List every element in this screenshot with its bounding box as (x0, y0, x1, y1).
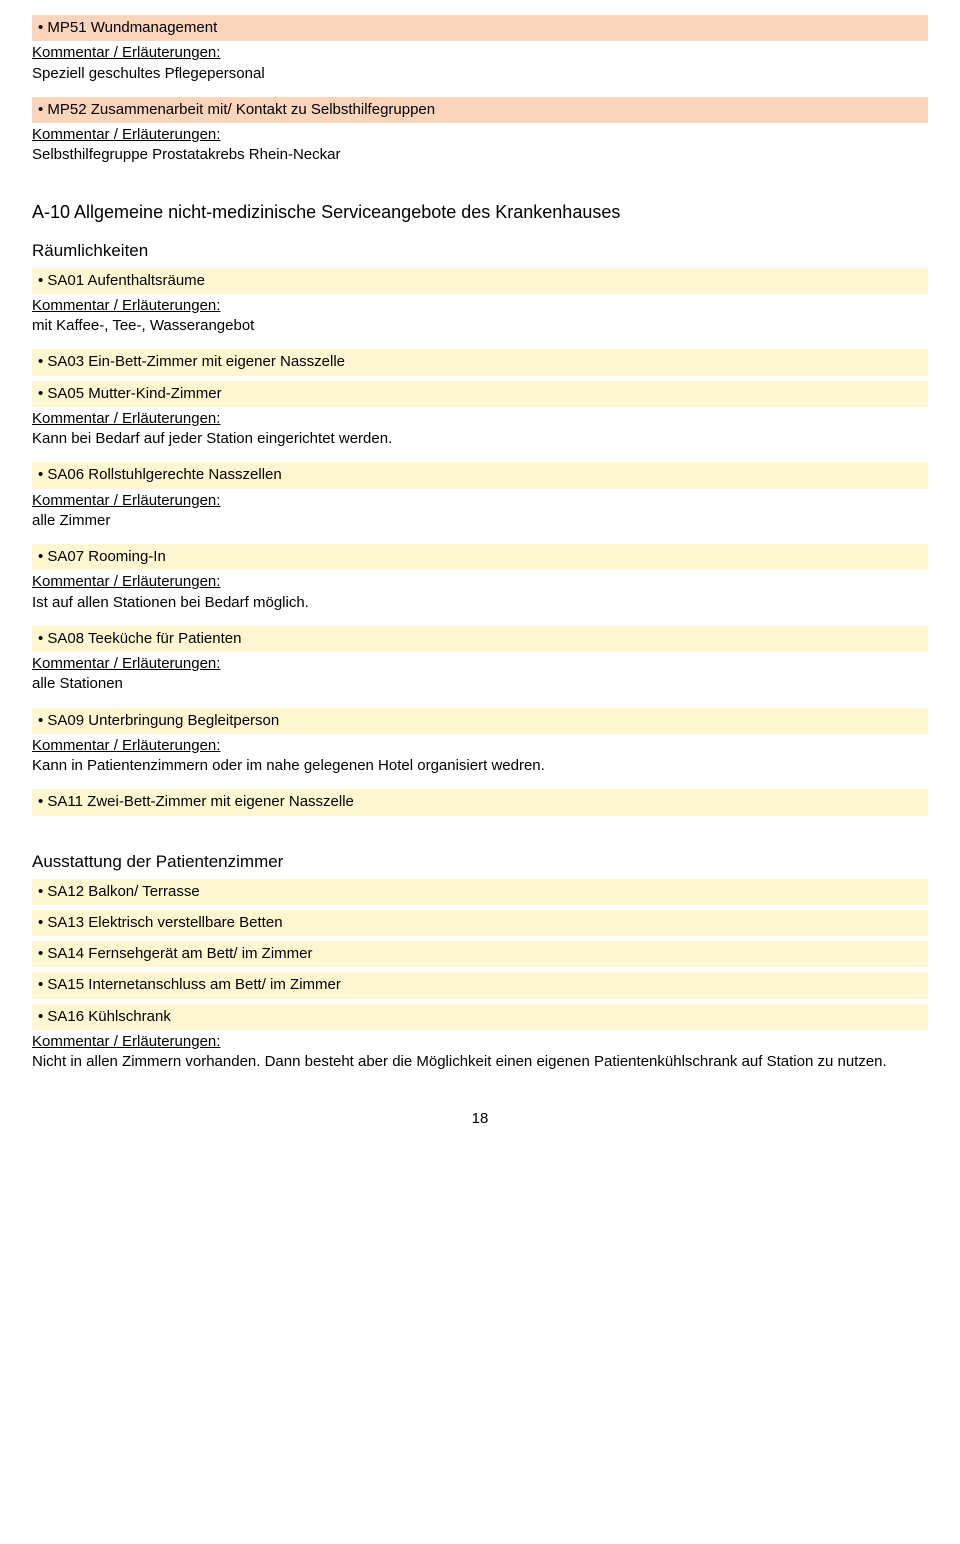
item-title: SA11 Zwei-Bett-Zimmer mit eigener Nassze… (47, 793, 353, 810)
item-title: SA14 Fernsehgerät am Bett/ im Zimmer (47, 945, 312, 962)
item-title: MP51 Wundmanagement (47, 19, 217, 36)
item-title: SA08 Teeküche für Patienten (47, 630, 241, 647)
comment-sa07: Kommentar / Erläuterungen: Ist auf allen… (32, 570, 928, 621)
comment-text: Selbsthilfegruppe Prostatakrebs Rhein-Ne… (32, 146, 341, 163)
item-sa05: SA05 Mutter-Kind-Zimmer (32, 381, 928, 407)
item-title: SA15 Internetanschluss am Bett/ im Zimme… (47, 976, 340, 993)
item-sa13: SA13 Elektrisch verstellbare Betten (32, 910, 928, 936)
item-sa11: SA11 Zwei-Bett-Zimmer mit eigener Nassze… (32, 789, 928, 815)
item-sa14: SA14 Fernsehgerät am Bett/ im Zimmer (32, 941, 928, 967)
comment-text: mit Kaffee-, Tee-, Wasserangebot (32, 317, 254, 334)
item-sa01: SA01 Aufenthaltsräume (32, 268, 928, 294)
comment-sa01: Kommentar / Erläuterungen: mit Kaffee-, … (32, 294, 928, 345)
item-title: SA16 Kühlschrank (47, 1008, 170, 1025)
comment-label: Kommentar / Erläuterungen: (32, 573, 220, 590)
item-title: SA09 Unterbringung Begleitperson (47, 712, 279, 729)
item-sa03: SA03 Ein-Bett-Zimmer mit eigener Nasszel… (32, 349, 928, 375)
item-title: SA06 Rollstuhlgerechte Nasszellen (47, 466, 281, 483)
comment-text: alle Stationen (32, 675, 123, 692)
subheading-ausstattung: Ausstattung der Patientenzimmer (32, 842, 928, 874)
item-title: SA01 Aufenthaltsräume (47, 272, 205, 289)
page-number-text: 18 (472, 1110, 489, 1127)
comment-sa06: Kommentar / Erläuterungen: alle Zimmer (32, 489, 928, 540)
item-title: MP52 Zusammenarbeit mit/ Kontakt zu Selb… (47, 101, 435, 118)
comment-text: Ist auf allen Stationen bei Bedarf mögli… (32, 594, 309, 611)
item-title: SA03 Ein-Bett-Zimmer mit eigener Nasszel… (47, 353, 345, 370)
comment-label: Kommentar / Erläuterungen: (32, 492, 220, 509)
comment-label: Kommentar / Erläuterungen: (32, 655, 220, 672)
comment-text: alle Zimmer (32, 512, 110, 529)
item-sa15: SA15 Internetanschluss am Bett/ im Zimme… (32, 972, 928, 998)
page-number: 18 (32, 1080, 928, 1127)
comment-label: Kommentar / Erläuterungen: (32, 737, 220, 754)
item-sa08: SA08 Teeküche für Patienten (32, 626, 928, 652)
comment-sa05: Kommentar / Erläuterungen: Kann bei Beda… (32, 407, 928, 458)
comment-sa08: Kommentar / Erläuterungen: alle Statione… (32, 652, 928, 703)
comment-text: Speziell geschultes Pflegepersonal (32, 65, 265, 82)
item-title: SA13 Elektrisch verstellbare Betten (47, 914, 282, 931)
item-sa06: SA06 Rollstuhlgerechte Nasszellen (32, 462, 928, 488)
item-mp51: MP51 Wundmanagement (32, 15, 928, 41)
item-sa09: SA09 Unterbringung Begleitperson (32, 708, 928, 734)
item-title: SA07 Rooming-In (47, 548, 165, 565)
comment-label: Kommentar / Erläuterungen: (32, 126, 220, 143)
item-title: SA12 Balkon/ Terrasse (47, 883, 199, 900)
comment-label: Kommentar / Erläuterungen: (32, 44, 220, 61)
comment-mp52: Kommentar / Erläuterungen: Selbsthilfegr… (32, 123, 928, 174)
comment-label: Kommentar / Erläuterungen: (32, 297, 220, 314)
comment-label: Kommentar / Erläuterungen: (32, 410, 220, 427)
comment-text: Nicht in allen Zimmern vorhanden. Dann b… (32, 1053, 887, 1070)
item-sa16: SA16 Kühlschrank (32, 1004, 928, 1030)
section-a10-heading: A-10 Allgemeine nicht-medizinische Servi… (32, 174, 928, 231)
subheading-text: Räumlichkeiten (32, 241, 148, 260)
item-mp52: MP52 Zusammenarbeit mit/ Kontakt zu Selb… (32, 97, 928, 123)
subheading-text: Ausstattung der Patientenzimmer (32, 852, 283, 871)
comment-sa16: Kommentar / Erläuterungen: Nicht in alle… (32, 1030, 928, 1081)
heading-text: A-10 Allgemeine nicht-medizinische Servi… (32, 202, 620, 222)
item-sa12: SA12 Balkon/ Terrasse (32, 879, 928, 905)
spacer (32, 816, 928, 842)
comment-text: Kann in Patientenzimmern oder im nahe ge… (32, 757, 545, 774)
item-title: SA05 Mutter-Kind-Zimmer (47, 385, 221, 402)
comment-text: Kann bei Bedarf auf jeder Station einger… (32, 430, 392, 447)
comment-sa09: Kommentar / Erläuterungen: Kann in Patie… (32, 734, 928, 785)
item-sa07: SA07 Rooming-In (32, 544, 928, 570)
subheading-raeumlichkeiten: Räumlichkeiten (32, 231, 928, 263)
comment-label: Kommentar / Erläuterungen: (32, 1033, 220, 1050)
comment-mp51: Kommentar / Erläuterungen: Speziell gesc… (32, 41, 928, 92)
